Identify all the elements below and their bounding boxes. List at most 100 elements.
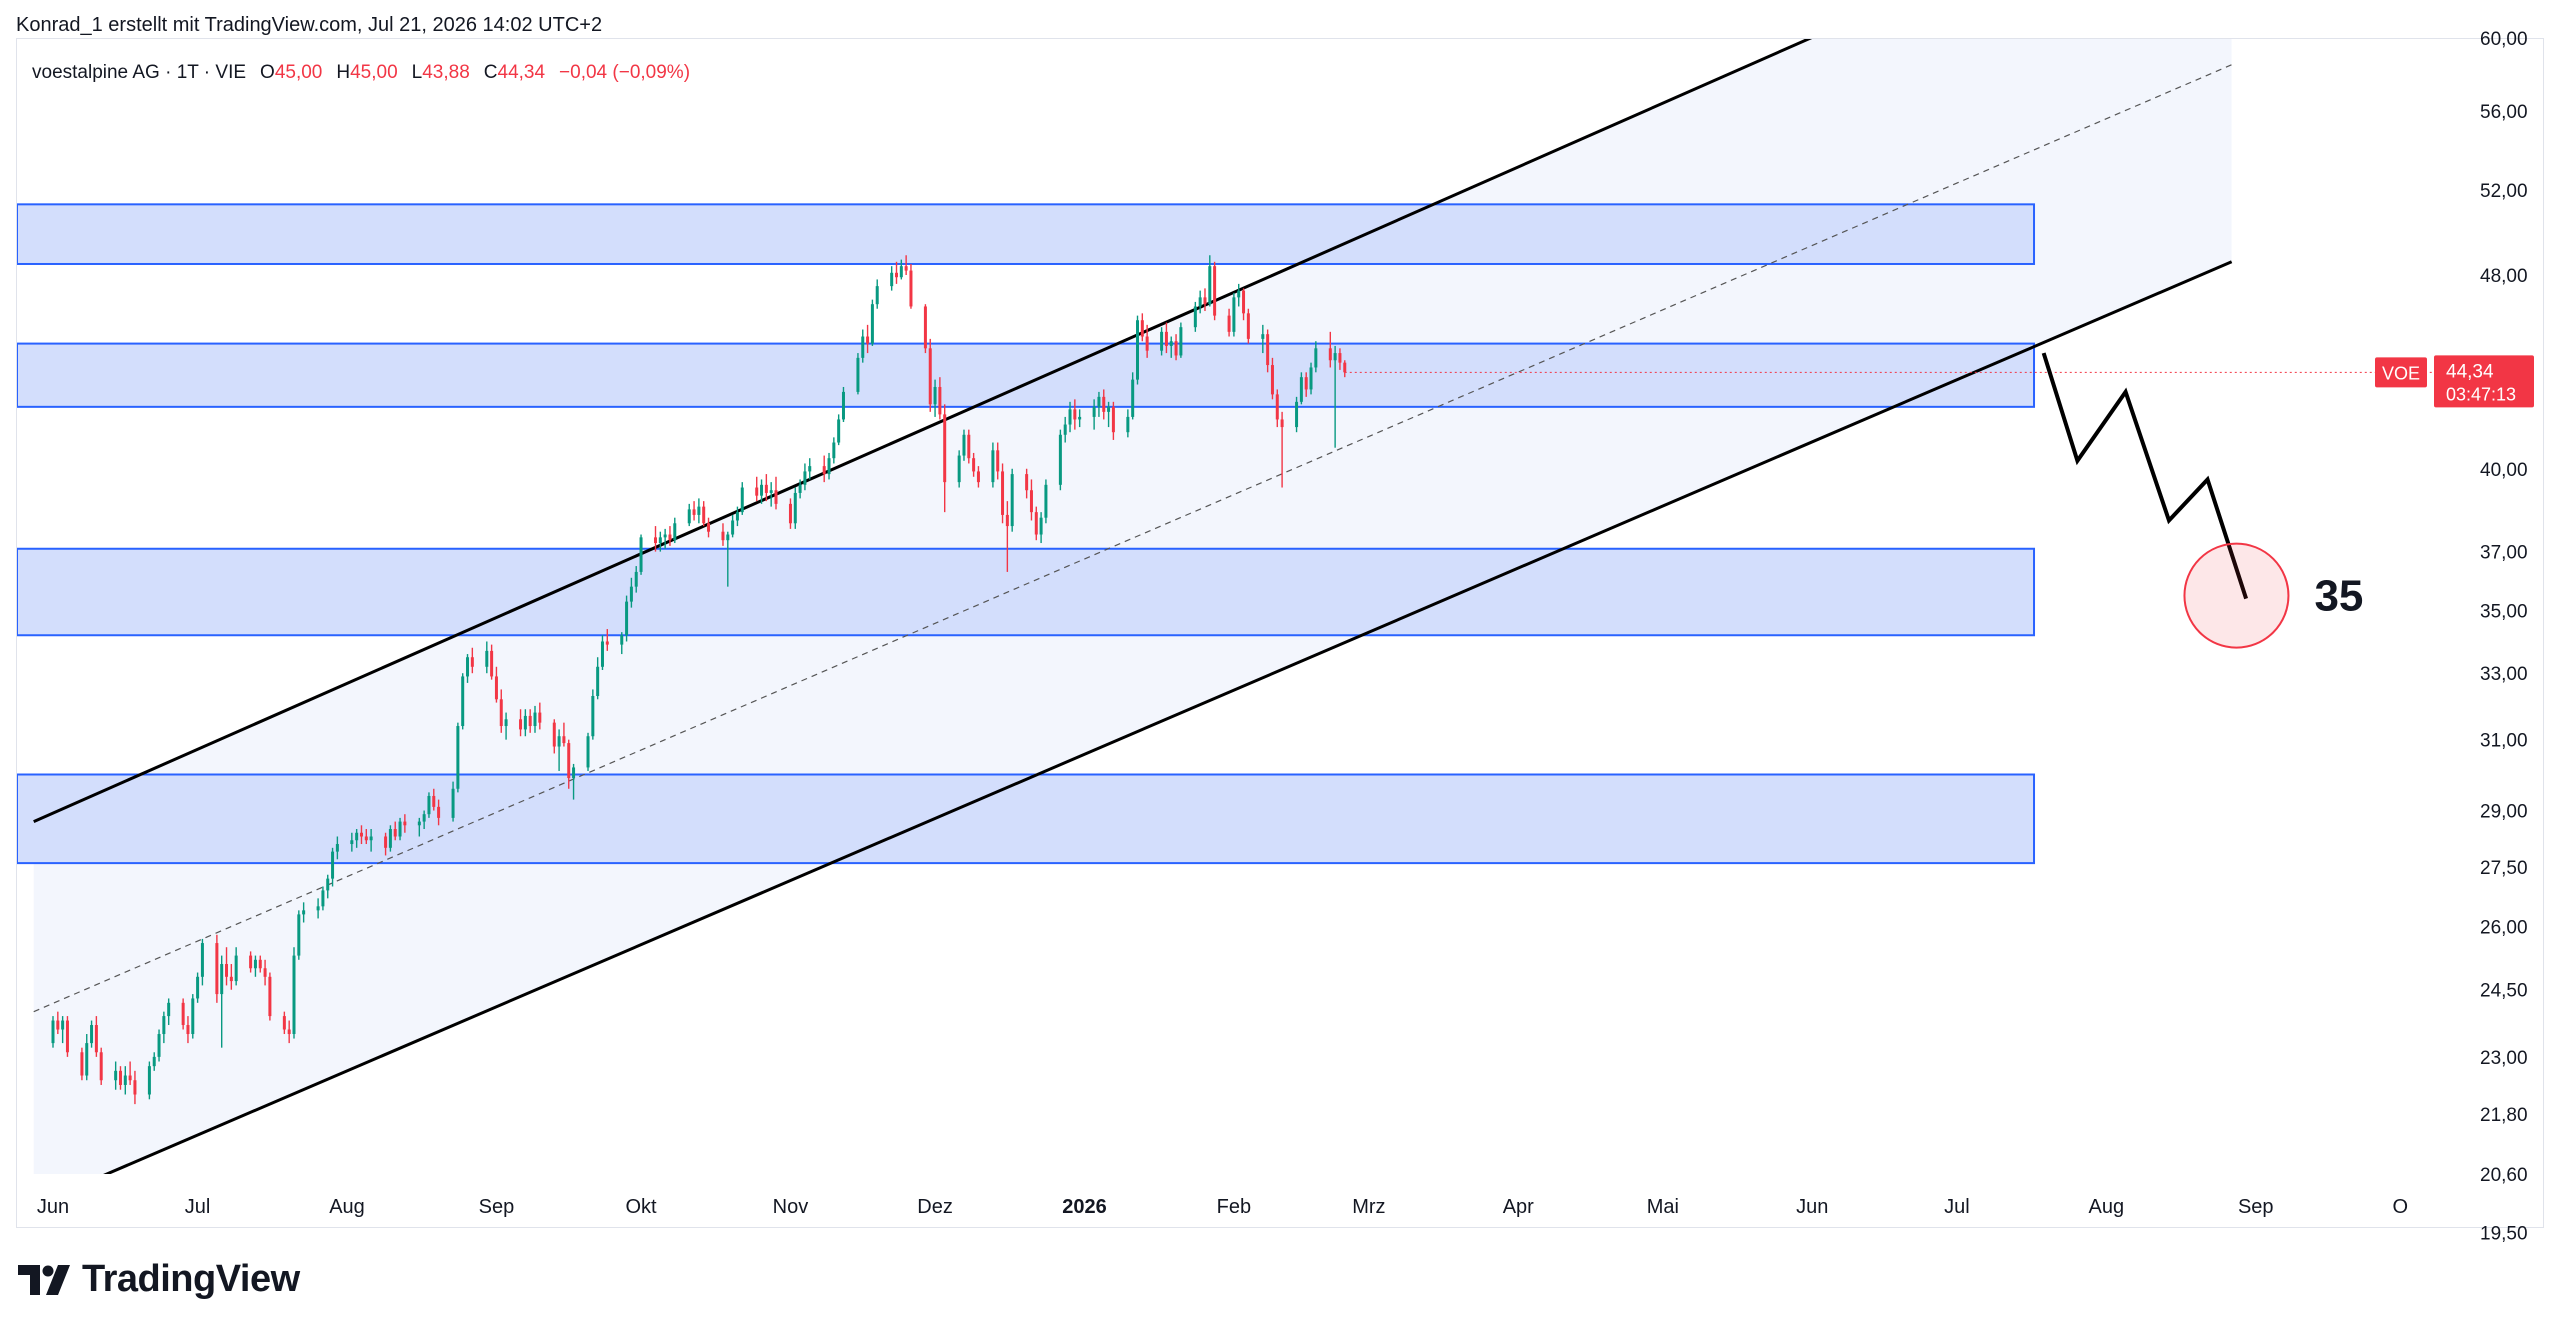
candle — [316, 898, 320, 919]
candle-body — [1174, 341, 1178, 356]
candle — [499, 689, 503, 733]
x-tick-label: Mai — [1647, 1196, 1679, 1218]
candle-body — [1169, 341, 1173, 346]
candle — [663, 528, 667, 549]
candle-body — [1266, 334, 1270, 366]
candle — [870, 299, 874, 346]
candle — [249, 951, 253, 973]
candle-body — [258, 959, 262, 969]
candle — [1164, 322, 1168, 354]
candle-body — [668, 534, 672, 541]
candle — [1328, 331, 1332, 368]
x-tick-label: Feb — [1217, 1196, 1251, 1218]
zone-1 — [17, 203, 2036, 265]
candle-body — [620, 635, 624, 645]
candle-body — [1140, 320, 1144, 337]
candle — [1145, 324, 1149, 358]
candle — [128, 1061, 132, 1085]
x-tick-label: Apr — [1503, 1196, 1534, 1218]
candle-body — [962, 434, 966, 456]
candle — [654, 526, 657, 552]
legend-open-label: O — [260, 62, 275, 83]
tradingview-logo[interactable]: TradingView — [18, 1258, 300, 1301]
candle — [1275, 389, 1279, 428]
candle — [61, 1016, 65, 1044]
price-tag: 44,34 — [2446, 361, 2494, 382]
y-tick-label: 24,50 — [2480, 981, 2528, 1002]
candle-body — [398, 821, 402, 837]
candle-body — [90, 1025, 94, 1044]
y-tick-label: 19,50 — [2480, 1223, 2528, 1244]
candle — [56, 1011, 60, 1035]
legend-close: 44,34 — [497, 62, 546, 83]
zone-5 — [17, 1221, 1904, 1276]
candle — [793, 487, 797, 529]
candle-body — [856, 357, 860, 392]
candle-body — [99, 1052, 103, 1081]
candle-body — [292, 955, 296, 1035]
candle — [335, 836, 339, 860]
candle — [364, 829, 368, 845]
candle — [904, 255, 908, 275]
candle-body — [234, 955, 238, 982]
candle-body — [933, 386, 937, 405]
candle-body — [895, 272, 898, 278]
x-tick-label: 2026 — [1062, 1196, 1107, 1218]
candle — [976, 466, 980, 488]
candle — [162, 1011, 166, 1044]
candle — [403, 814, 407, 833]
candle — [528, 709, 532, 733]
candle-body — [808, 466, 812, 472]
candle — [1343, 360, 1347, 378]
candle-body — [61, 1020, 65, 1030]
candle — [687, 503, 691, 527]
candle — [220, 955, 224, 1048]
candle — [422, 810, 426, 830]
target-label: 35 — [2314, 572, 2363, 621]
candle — [769, 482, 773, 507]
candle-body — [249, 955, 253, 969]
candle — [90, 1020, 94, 1048]
candle-body — [470, 657, 474, 667]
candle-body — [1111, 406, 1115, 433]
candle — [1097, 391, 1101, 417]
candle-body — [687, 509, 691, 524]
candle — [658, 531, 662, 552]
candle-body — [972, 458, 976, 472]
x-tick-label: Jul — [1944, 1196, 1970, 1218]
candle-body — [798, 484, 802, 493]
candle-body — [1078, 416, 1082, 420]
candle-body — [427, 795, 431, 815]
candle-body — [1025, 474, 1029, 491]
candle — [1314, 341, 1318, 373]
candle-body — [200, 943, 204, 977]
candle — [1107, 401, 1111, 428]
candle-body — [605, 641, 609, 645]
candle-body — [417, 821, 421, 826]
candle — [760, 479, 764, 504]
candle-body — [861, 336, 865, 358]
zone-2 — [17, 342, 2036, 408]
legend-symbol: voestalpine AG · 1T · VIE — [32, 62, 247, 83]
candle — [895, 261, 898, 284]
candle — [605, 629, 609, 651]
candle-body — [557, 736, 561, 747]
candle-body — [875, 286, 879, 305]
candle-body — [1073, 409, 1077, 420]
candle-body — [1203, 297, 1207, 305]
candle-body — [1092, 406, 1096, 417]
channel-lower-line — [103, 260, 2233, 1174]
candle — [967, 429, 971, 464]
candle-body — [567, 743, 571, 779]
candle-body — [263, 968, 267, 977]
candle — [321, 886, 325, 911]
candle — [519, 709, 523, 737]
candle — [933, 379, 937, 417]
candle — [866, 324, 870, 354]
candle — [388, 825, 392, 852]
candle — [350, 832, 354, 852]
candle-body — [538, 712, 542, 723]
candle — [1295, 396, 1299, 433]
y-tick-label: 21,80 — [2480, 1105, 2528, 1126]
